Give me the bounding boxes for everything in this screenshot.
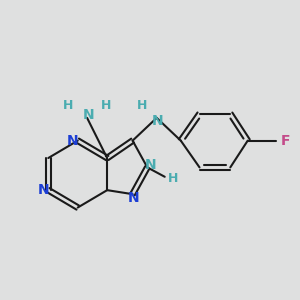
Text: N: N [128,191,140,205]
Text: N: N [145,158,156,172]
Text: N: N [82,108,94,122]
Text: N: N [67,134,79,148]
Text: H: H [100,99,111,112]
Text: H: H [137,99,147,112]
Text: N: N [152,114,164,128]
Text: H: H [63,99,74,112]
Text: N: N [38,183,49,197]
Text: H: H [168,172,178,184]
Text: F: F [280,134,290,148]
